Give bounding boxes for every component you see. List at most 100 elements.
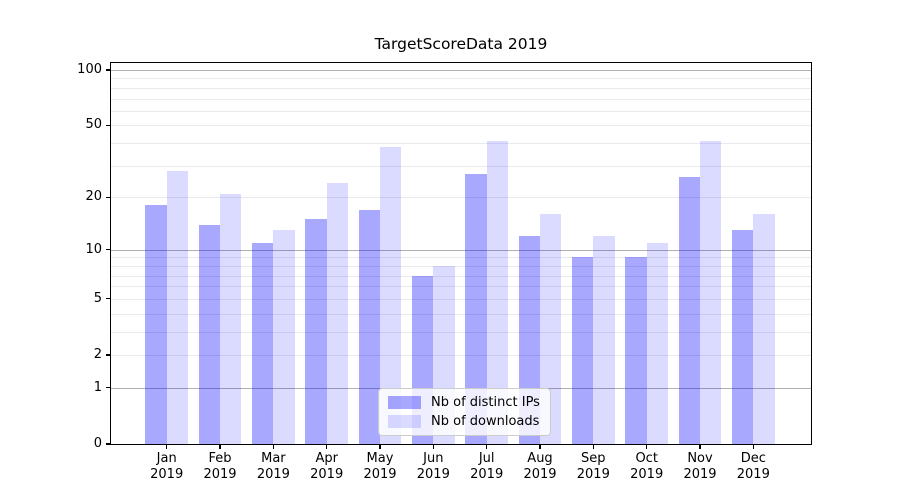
plot-area: Nb of distinct IPs Nb of downloads	[110, 62, 812, 445]
x-tick-label-oct: Oct 2019	[619, 451, 675, 483]
gridline-minor-20	[111, 197, 811, 199]
x-tick-year: 2019	[736, 467, 770, 482]
gridline-minor-6	[111, 286, 811, 288]
legend: Nb of distinct IPs Nb of downloads	[378, 388, 551, 436]
y-tick-label-2: 2	[93, 347, 102, 362]
x-tick-label-feb: Feb 2019	[192, 451, 248, 483]
x-tick-month: Mar	[261, 451, 286, 466]
gridline-major-10	[111, 249, 811, 251]
chart-title: TargetScoreData 2019	[374, 35, 548, 53]
y-tick-label-100: 100	[77, 62, 102, 77]
bar-ips-apr	[305, 219, 327, 444]
x-tick-mark-dec	[752, 445, 754, 449]
y-tick-mark-2	[106, 354, 110, 356]
y-tick-label-10: 10	[85, 241, 102, 257]
x-tick-mark-sep	[592, 445, 594, 449]
x-tick-month: Jan	[156, 451, 177, 466]
x-tick-year: 2019	[523, 467, 557, 482]
x-tick-month: May	[366, 451, 394, 466]
x-tick-mark-feb	[219, 445, 221, 449]
gridline-major-100	[111, 70, 811, 71]
x-tick-label-jun: Jun 2019	[405, 451, 461, 483]
x-tick-month: Aug	[527, 451, 553, 466]
x-tick-year: 2019	[683, 467, 717, 482]
y-tick-label-0: 0	[93, 436, 102, 451]
x-tick-month: Feb	[208, 451, 232, 466]
bar-ips-dec	[732, 230, 754, 444]
bar-downloads-feb	[220, 193, 242, 444]
bar-downloads-apr	[326, 183, 348, 444]
bar-downloads-jul	[486, 141, 508, 444]
x-tick-mark-jan	[166, 445, 168, 449]
x-tick-mark-oct	[646, 445, 648, 449]
x-tick-mark-mar	[272, 445, 275, 449]
y-tick-label-50: 50	[85, 117, 102, 133]
y-tick-mark-0	[106, 443, 110, 445]
bar-downloads-mar	[273, 230, 295, 444]
x-tick-mark-jul	[486, 445, 488, 449]
gridline-minor-30	[111, 165, 811, 167]
x-tick-label-jan: Jan 2019	[139, 451, 195, 483]
gridline-minor-3	[111, 331, 811, 333]
y-tick-mark-1	[106, 387, 110, 389]
x-tick-month: Apr	[315, 451, 338, 466]
legend-label-distinct-ips: Nb of distinct IPs	[431, 395, 540, 410]
x-tick-label-nov: Nov 2019	[672, 451, 728, 483]
x-tick-mark-aug	[539, 445, 541, 449]
gridline-minor-2	[111, 355, 811, 356]
x-tick-mark-may	[379, 445, 381, 449]
gridline-minor-70	[111, 98, 811, 100]
bar-ips-mar	[252, 242, 274, 444]
bar-downloads-dec	[753, 214, 775, 444]
gridline-minor-40	[111, 143, 811, 145]
y-tick-mark-20	[106, 196, 110, 198]
y-tick-mark-50	[106, 124, 110, 127]
y-tick-label-1: 1	[93, 379, 102, 395]
bar-downloads-jan	[166, 171, 188, 444]
x-tick-month: Jun	[423, 451, 444, 466]
legend-item-distinct-ips: Nb of distinct IPs	[388, 395, 540, 410]
x-tick-month: Jul	[478, 451, 495, 466]
bar-downloads-sep	[593, 236, 615, 444]
bar-ips-feb	[198, 224, 220, 444]
y-tick-label-20: 20	[85, 189, 102, 205]
x-tick-label-may: May 2019	[352, 451, 408, 483]
x-tick-year: 2019	[416, 467, 450, 482]
bar-ips-jul	[465, 174, 487, 444]
x-tick-label-aug: Aug 2019	[512, 451, 568, 483]
bar-ips-oct	[625, 257, 647, 444]
gridline-minor-60	[111, 110, 811, 112]
gridline-minor-4	[111, 313, 811, 315]
bar-ips-sep	[572, 257, 594, 444]
y-tick-mark-100	[106, 69, 110, 71]
x-tick-label-dec: Dec 2019	[725, 451, 781, 483]
y-tick-mark-10	[106, 249, 110, 251]
x-tick-year: 2019	[470, 467, 504, 482]
x-tick-month: Nov	[687, 451, 713, 466]
x-tick-mark-jun	[432, 445, 434, 449]
bar-downloads-oct	[646, 242, 668, 444]
legend-item-downloads: Nb of downloads	[388, 414, 540, 429]
x-tick-label-jul: Jul 2019	[459, 451, 515, 483]
bar-downloads-nov	[700, 141, 722, 444]
x-tick-label-mar: Mar 2019	[245, 451, 301, 483]
x-tick-year: 2019	[630, 467, 664, 482]
bar-downloads-aug	[540, 214, 562, 444]
legend-label-downloads: Nb of downloads	[431, 414, 540, 429]
gridline-minor-8	[111, 265, 811, 267]
x-tick-year: 2019	[256, 467, 290, 482]
gridline-minor-80	[111, 87, 811, 89]
y-tick-label-5: 5	[93, 290, 102, 306]
legend-swatch-downloads	[388, 415, 421, 428]
gridline-minor-50	[111, 125, 811, 127]
x-tick-month: Oct	[635, 451, 658, 466]
bar-ips-nov	[678, 176, 700, 444]
x-tick-year: 2019	[576, 467, 610, 482]
gridline-minor-7	[111, 275, 811, 277]
x-tick-month: Sep	[581, 451, 606, 466]
x-tick-label-apr: Apr 2019	[299, 451, 355, 483]
x-tick-month: Dec	[740, 451, 766, 466]
gridline-minor-5	[111, 298, 811, 300]
bar-ips-jan	[145, 205, 167, 444]
